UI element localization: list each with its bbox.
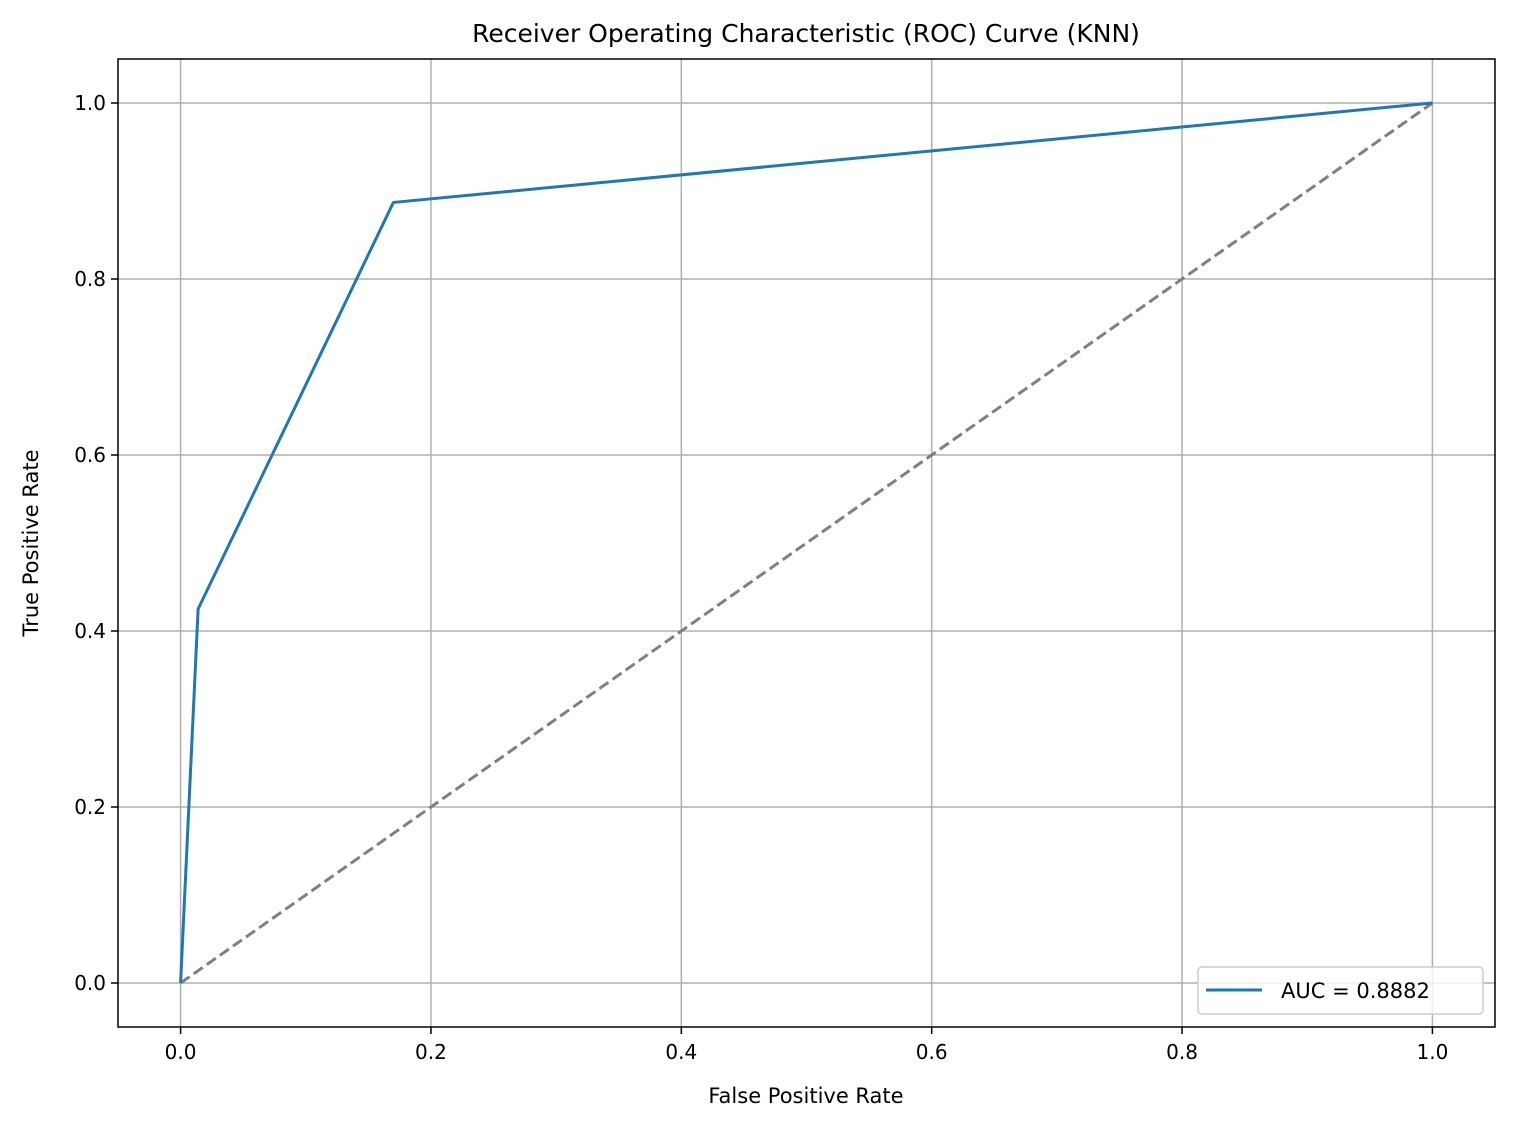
y-axis-label: True Positive Rate — [19, 449, 43, 637]
x-tick-label: 0.8 — [1166, 1040, 1198, 1064]
legend-box — [1197, 966, 1484, 1015]
x-tick-label: 0.6 — [916, 1040, 948, 1064]
y-tick-label: 0.8 — [74, 267, 106, 291]
x-tick-label: 0.4 — [665, 1040, 697, 1064]
plot-frame — [117, 58, 1496, 1028]
y-tick-label: 1.0 — [74, 91, 106, 115]
legend-label: AUC = 0.8882 — [1281, 979, 1430, 1003]
x-tick-label: 0.0 — [165, 1040, 197, 1064]
grid-lines — [118, 59, 1495, 1027]
x-axis-label: False Positive Rate — [708, 1084, 903, 1108]
x-tick-label: 1.0 — [1417, 1040, 1449, 1064]
chart-title: Receiver Operating Characteristic (ROC) … — [472, 19, 1140, 48]
roc-curve-line — [179, 101, 1433, 984]
y-tick-label: 0.0 — [74, 971, 106, 995]
plot-series — [179, 101, 1434, 985]
y-axis-ticks: 0.0 0.2 0.4 0.6 0.8 1.0 — [74, 91, 118, 995]
x-axis-ticks: 0.0 0.2 0.4 0.6 0.8 1.0 — [165, 1027, 1449, 1064]
x-tick-label: 0.2 — [415, 1040, 447, 1064]
legend: AUC = 0.8882 — [1197, 966, 1484, 1015]
y-tick-label: 0.6 — [74, 443, 106, 467]
y-tick-label: 0.2 — [74, 795, 106, 819]
y-tick-label: 0.4 — [74, 619, 106, 643]
chance-diagonal-line — [179, 101, 1434, 985]
